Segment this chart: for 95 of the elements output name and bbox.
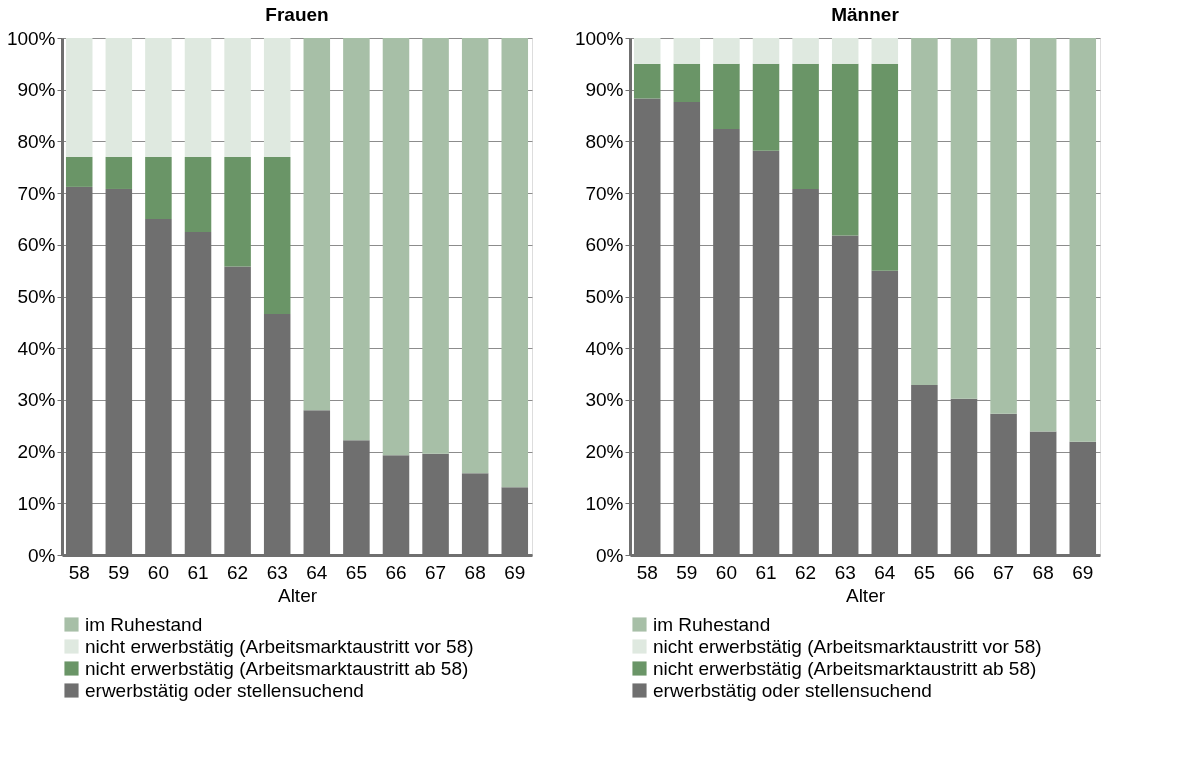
y-tick-label: 90%: [17, 79, 56, 101]
legend-label: erwerbstätig oder stellensuchend: [653, 679, 932, 701]
y-tick-label: 20%: [17, 441, 56, 463]
bar: [105, 156, 133, 189]
y-tick-label: 0%: [28, 544, 56, 566]
bar: [422, 38, 449, 454]
x-tick-label: 67: [425, 561, 447, 583]
y-tick-label: 30%: [17, 389, 56, 411]
y-tick-label: 90%: [585, 79, 624, 101]
y-tick-label: 50%: [585, 286, 624, 307]
legend-label: im Ruhestand: [653, 613, 771, 635]
x-tick-label: 58: [636, 561, 658, 583]
x-tick-label: 61: [755, 561, 777, 583]
y-tick-label: 10%: [585, 492, 624, 514]
x-tick-label: 60: [147, 561, 169, 583]
y-tick-label: 20%: [585, 441, 624, 463]
x-tick-label: 66: [953, 561, 975, 583]
bar: [461, 38, 489, 474]
bar: [990, 38, 1017, 414]
x-tick-label: 67: [993, 561, 1015, 583]
bar: [184, 156, 212, 232]
legend-label: nicht erwerbstätig (Arbeitsmarktaustritt ab 58): [85, 657, 469, 679]
y-tick-label: 100%: [6, 27, 56, 49]
x-tick-label: 65: [345, 561, 367, 583]
bar: [792, 63, 819, 189]
bar: [145, 156, 172, 219]
bar: [263, 156, 291, 315]
bar: [1029, 38, 1057, 432]
bar: [145, 38, 172, 157]
x-axis-title: Alter: [845, 584, 886, 606]
bar: [343, 38, 370, 441]
y-tick-label: 60%: [17, 234, 56, 256]
chart-title: Männer: [831, 4, 900, 25]
y-tick-label: 80%: [17, 130, 56, 152]
y-tick-label: 40%: [17, 337, 56, 359]
bar: [831, 63, 859, 236]
bar: [184, 38, 212, 157]
x-tick-label: 65: [913, 561, 935, 583]
x-axis-title: Alter: [277, 584, 318, 606]
bar: [792, 38, 819, 64]
bar: [831, 38, 859, 64]
bar: [871, 38, 899, 64]
y-tick-label: 30%: [585, 389, 624, 411]
x-tick-label: 58: [68, 561, 90, 583]
bar: [263, 38, 291, 157]
bar: [752, 63, 780, 151]
legend-label: nicht erwerbstätig (Arbeitsmarktaustritt ab 58): [653, 657, 1037, 679]
bar: [713, 38, 740, 64]
y-tick-label: 60%: [585, 234, 624, 256]
legend-label: erwerbstätig oder stellensuchend: [85, 679, 364, 701]
x-tick-label: 68: [1032, 561, 1054, 583]
y-tick-label: 70%: [17, 182, 56, 204]
x-tick-label: 62: [795, 561, 817, 583]
legend-label: nicht erwerbstätig (Arbeitsmarktaustritt vor 58): [85, 635, 474, 657]
y-tick-label: 0%: [596, 544, 624, 566]
bar: [950, 38, 978, 399]
x-tick-label: 59: [676, 561, 698, 583]
bar: [105, 38, 133, 157]
x-tick-label: 68: [464, 561, 486, 583]
bar: [633, 63, 661, 99]
bar: [633, 38, 661, 64]
chart-title: Frauen: [265, 4, 329, 25]
y-tick-label: 40%: [585, 337, 624, 359]
x-tick-label: 61: [187, 561, 209, 583]
bar: [871, 63, 899, 271]
x-tick-label: 64: [306, 561, 328, 583]
bar: [1069, 38, 1097, 442]
bar: [224, 38, 251, 157]
bar: [713, 63, 740, 129]
x-tick-label: 69: [1072, 561, 1094, 583]
bar: [673, 38, 701, 64]
bar: [382, 38, 410, 456]
x-tick-label: 59: [108, 561, 130, 583]
x-tick-label: 60: [715, 561, 737, 583]
x-tick-label: 69: [504, 561, 526, 583]
y-tick-label: 100%: [574, 27, 624, 49]
bar: [673, 63, 701, 103]
y-tick-label: 80%: [585, 130, 624, 152]
x-tick-label: 62: [227, 561, 249, 583]
x-tick-label: 64: [874, 561, 896, 583]
x-tick-label: 63: [266, 561, 288, 583]
bar: [501, 38, 529, 488]
bar: [224, 156, 251, 267]
bar: [911, 38, 938, 385]
bar: [303, 38, 331, 411]
legend-label: nicht erwerbstätig (Arbeitsmarktaustritt vor 58): [653, 635, 1042, 657]
bar: [65, 38, 93, 157]
y-tick-label: 50%: [17, 286, 56, 307]
x-tick-label: 63: [834, 561, 856, 583]
bar: [752, 38, 780, 64]
y-tick-label: 10%: [17, 492, 56, 514]
legend-label: im Ruhestand: [85, 613, 203, 635]
y-tick-label: 70%: [585, 182, 624, 204]
x-tick-label: 66: [385, 561, 407, 583]
bar: [65, 156, 93, 187]
